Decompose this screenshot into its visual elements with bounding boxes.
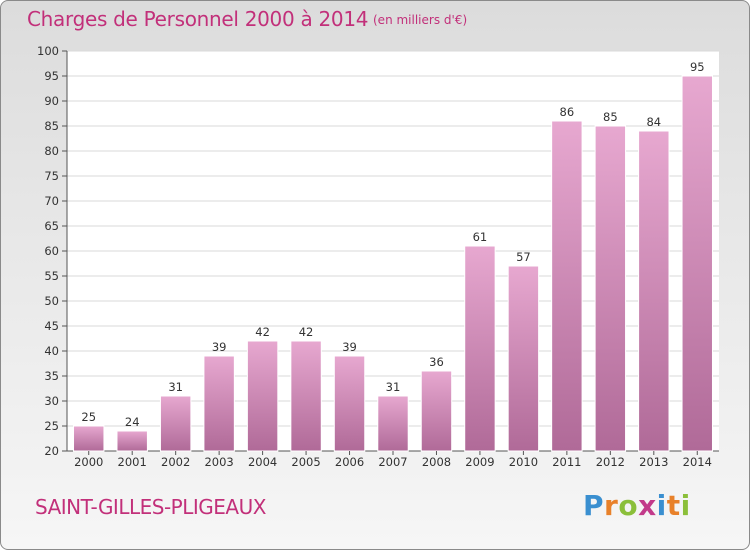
- bar-value-label: 86: [560, 105, 575, 119]
- x-tick-label: 2002: [161, 455, 190, 469]
- logo-letter: P: [583, 489, 605, 522]
- x-tick-label: 2003: [204, 455, 233, 469]
- bar: [681, 75, 713, 452]
- y-tick-label: 35: [44, 369, 59, 383]
- y-tick-label: 50: [44, 294, 59, 308]
- bar: [159, 395, 192, 452]
- bar-value-label: 84: [646, 115, 661, 129]
- bar-value-label: 31: [386, 380, 401, 394]
- bar-value-label: 24: [125, 415, 140, 429]
- y-tick-label: 40: [44, 344, 59, 358]
- bar-value-label: 42: [255, 325, 270, 339]
- y-tick-label: 95: [44, 69, 59, 83]
- x-tick-label: 2001: [118, 455, 147, 469]
- x-tick-label: 2009: [465, 455, 494, 469]
- bar-value-label: 36: [429, 355, 444, 369]
- y-tick-label: 25: [44, 419, 59, 433]
- x-tick-label: 2011: [552, 455, 581, 469]
- y-tick-label: 30: [44, 394, 59, 408]
- bar-value-label: 85: [603, 110, 618, 124]
- logo-letter: o: [618, 489, 639, 522]
- x-tick-label: 2014: [683, 455, 712, 469]
- bar-value-label: 39: [342, 340, 357, 354]
- x-tick-label: 2006: [335, 455, 364, 469]
- chart-title: Charges de Personnel 2000 à 2014: [27, 7, 369, 31]
- bar-value-label: 57: [516, 250, 531, 264]
- logo-letter: t: [666, 489, 681, 522]
- bar-value-label: 39: [212, 340, 227, 354]
- bar-value-label: 95: [690, 60, 705, 74]
- logo-letter: i: [656, 489, 667, 522]
- bar: [551, 120, 583, 452]
- x-tick-label: 2000: [74, 455, 103, 469]
- logo-letter: i: [680, 489, 691, 522]
- x-tick-label: 2007: [378, 455, 407, 469]
- y-tick-label: 90: [44, 94, 59, 108]
- y-tick-label: 45: [44, 319, 59, 333]
- bar: [333, 355, 366, 452]
- y-tick-label: 65: [44, 219, 59, 233]
- y-tick-label: 100: [37, 44, 59, 58]
- commune-name: SAINT-GILLES-PLIGEAUX: [35, 495, 266, 519]
- bar-value-label: 25: [81, 410, 96, 424]
- chart-subtitle: (en milliers d'€): [373, 13, 468, 27]
- bar: [464, 245, 496, 452]
- bar: [73, 425, 105, 452]
- bar: [420, 370, 453, 452]
- x-tick-label: 2013: [639, 455, 668, 469]
- bar: [377, 395, 409, 452]
- bar: [638, 130, 670, 452]
- bar: [594, 125, 627, 452]
- bar: [116, 430, 148, 452]
- y-tick-label: 20: [44, 444, 59, 458]
- x-tick-label: 2010: [509, 455, 538, 469]
- y-tick-label: 70: [44, 194, 59, 208]
- y-tick-label: 55: [44, 269, 59, 283]
- proxiti-logo: Proxiti: [583, 489, 691, 522]
- y-tick-label: 80: [44, 144, 59, 158]
- y-tick-label: 60: [44, 244, 59, 258]
- bar-value-label: 31: [168, 380, 183, 394]
- logo-letter: x: [638, 489, 657, 522]
- bar: [246, 340, 279, 452]
- bar-value-label: 61: [473, 230, 488, 244]
- logo-letter: r: [604, 489, 619, 522]
- y-tick-label: 75: [44, 169, 59, 183]
- bar: [507, 265, 540, 452]
- bar: [203, 355, 235, 452]
- x-tick-label: 2005: [291, 455, 320, 469]
- y-tick-label: 85: [44, 119, 59, 133]
- x-tick-label: 2012: [596, 455, 625, 469]
- x-tick-label: 2004: [248, 455, 277, 469]
- x-tick-label: 2008: [422, 455, 451, 469]
- bar: [290, 340, 322, 452]
- bar-value-label: 42: [299, 325, 314, 339]
